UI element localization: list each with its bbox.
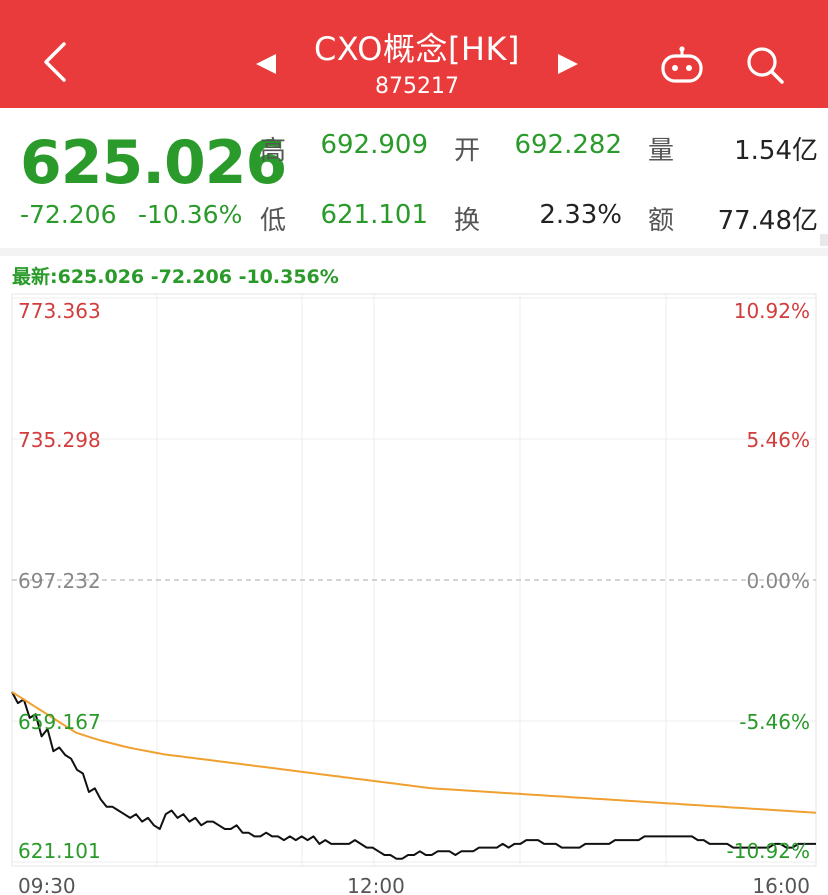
price-change: -72.206 <box>20 200 117 229</box>
open-label: 开 <box>454 136 481 166</box>
open-value: 692.282 <box>514 130 622 160</box>
header-bar: CXO概念[HK] 875217 <box>0 0 828 108</box>
next-stock-icon[interactable] <box>556 52 580 76</box>
x-tick-label: 09:30 <box>18 874 76 895</box>
chart-grid <box>11 293 817 867</box>
x-tick-label: 12:00 <box>347 874 405 895</box>
high-label: 高 <box>260 136 287 166</box>
stock-code: 875217 <box>375 74 459 99</box>
y-right-tick-label: 0.00% <box>746 569 810 593</box>
y-right-tick-label: 10.92% <box>734 299 810 323</box>
previous-stock-icon[interactable] <box>254 52 278 76</box>
volume-value: 1.54亿 <box>734 136 818 166</box>
search-icon[interactable] <box>744 44 786 86</box>
turnover-value: 2.33% <box>539 200 622 230</box>
price-line <box>11 691 816 860</box>
chart-axis-labels: 773.363 735.298 697.232 659.167 621.101 10.92… <box>18 299 810 895</box>
scroll-indicator <box>820 234 828 246</box>
chart-lines <box>11 691 817 860</box>
y-left-tick-label: 621.101 <box>18 839 101 863</box>
price-change-percent: -10.36% <box>138 200 243 229</box>
y-left-tick-label: 697.232 <box>18 569 101 593</box>
latest-quote-line: 最新:625.026 -72.206 -10.356% <box>12 266 339 288</box>
amount-value: 77.48亿 <box>717 206 818 236</box>
y-left-tick-label: 735.298 <box>18 428 101 452</box>
low-label: 低 <box>260 206 287 236</box>
robot-assistant-icon[interactable] <box>660 46 704 84</box>
high-value: 692.909 <box>320 130 428 160</box>
low-value: 621.101 <box>320 200 428 230</box>
y-left-tick-label: 659.167 <box>18 710 101 734</box>
y-right-tick-label: -10.92% <box>727 839 810 863</box>
x-tick-label: 16:00 <box>752 874 810 895</box>
section-divider <box>0 248 828 256</box>
last-price: 625.026 <box>20 128 287 198</box>
turnover-label: 换 <box>454 206 481 236</box>
amount-label: 额 <box>648 206 675 236</box>
average-price-line <box>11 691 817 814</box>
quote-panel: 625.026 -72.206 -10.36% 高 692.909 开 692.… <box>0 108 828 248</box>
intraday-line-chart[interactable]: 773.363 735.298 697.232 659.167 621.101 10.92… <box>0 290 828 895</box>
page-title: CXO概念[HK] <box>314 30 520 68</box>
y-right-tick-label: -5.46% <box>739 710 810 734</box>
volume-label: 量 <box>648 136 675 166</box>
y-left-tick-label: 773.363 <box>18 299 101 323</box>
y-right-tick-label: 5.46% <box>746 428 810 452</box>
back-chevron-icon[interactable] <box>40 40 70 84</box>
